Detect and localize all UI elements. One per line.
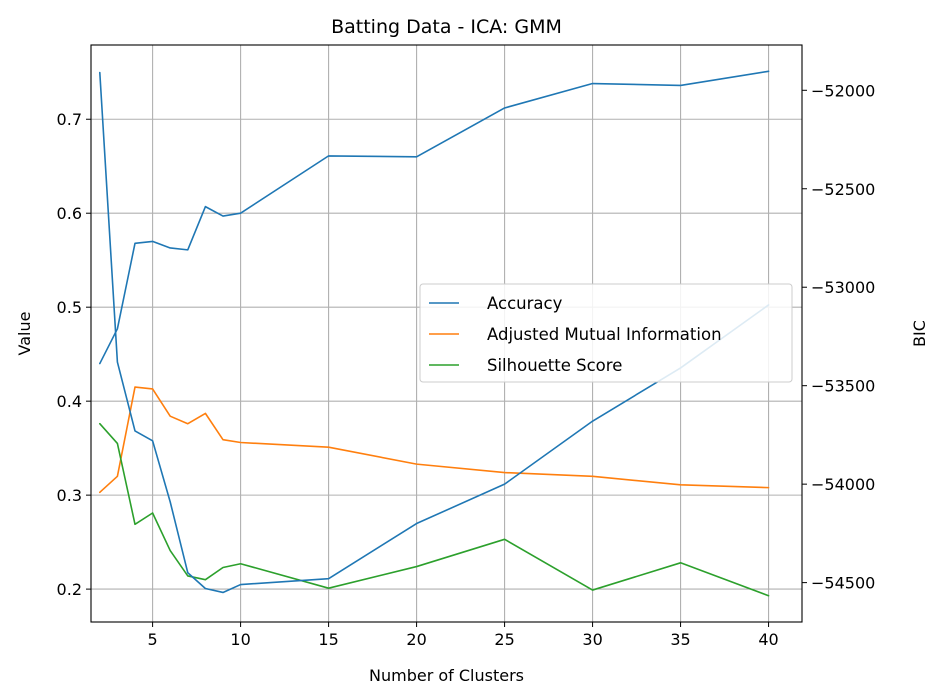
legend-label: Silhouette Score [487,356,622,375]
series-line-2 [99,422,770,597]
chart-title: Batting Data - ICA: GMM [331,16,562,38]
series-line-0 [99,70,770,365]
y-tick-label: 0.6 [57,204,82,223]
series-line-1 [99,386,770,494]
y-tick-label: 0.7 [57,110,82,129]
y-axis-left: 0.2 0.3 0.4 0.5 0.6 0.7 [57,110,91,599]
x-tick-label: 40 [758,630,778,649]
y2-tick-label: −54500 [811,574,875,593]
series-line-3 [99,71,770,594]
x-tick-label: 25 [494,630,514,649]
legend-label: Adjusted Mutual Information [487,325,722,344]
x-tick-label: 5 [148,630,158,649]
y2-tick-label: −54000 [811,475,875,494]
x-tick-label: 20 [406,630,426,649]
plot-frame [90,44,803,623]
y2-tick-label: −52500 [811,180,875,199]
series-lines [99,70,770,597]
x-tick-label: 35 [670,630,690,649]
legend-label: Accuracy [487,294,563,313]
x-tick-label: 15 [318,630,338,649]
x-axis-label: Number of Clusters [369,666,524,685]
x-tick-label: 30 [582,630,602,649]
y-axis-label: Value [15,312,34,356]
y2-tick-label: −52000 [811,81,875,100]
y2-tick-label: −53500 [811,377,875,396]
y-tick-label: 0.2 [57,580,82,599]
y2-axis-label: BIC [910,320,929,347]
legend-box [419,283,793,383]
legend: Accuracy Adjusted Mutual Information Silho… [419,283,793,383]
x-axis: 5 10 15 20 25 30 35 40 [148,622,779,649]
y-tick-label: 0.4 [57,392,82,411]
y-tick-label: 0.5 [57,298,82,317]
y2-tick-label: −53000 [811,278,875,297]
y-axis-right: −54500 −54000 −53500 −53000 −52500 −52000 [802,81,875,593]
x-tick-label: 10 [230,630,250,649]
y-tick-label: 0.3 [57,486,82,505]
